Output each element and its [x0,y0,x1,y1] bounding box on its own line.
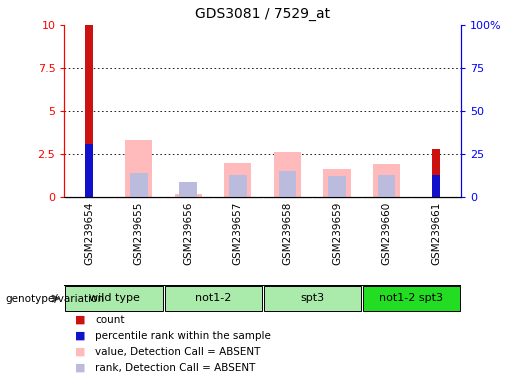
Text: ■: ■ [75,347,85,357]
Title: GDS3081 / 7529_at: GDS3081 / 7529_at [195,7,330,21]
Text: percentile rank within the sample: percentile rank within the sample [95,331,271,341]
Bar [229,175,247,197]
Text: wild type: wild type [89,293,140,303]
Bar [125,140,152,197]
Text: count: count [95,314,125,325]
Text: GSM239660: GSM239660 [382,201,391,265]
Bar [175,194,202,197]
Bar [224,162,251,197]
Bar [274,152,301,197]
Text: not1-2 spt3: not1-2 spt3 [380,293,443,303]
Text: value, Detection Call = ABSENT: value, Detection Call = ABSENT [95,347,261,357]
Text: GSM239655: GSM239655 [134,201,144,265]
Bar [65,286,163,311]
Text: GSM239661: GSM239661 [431,201,441,265]
Text: GSM239657: GSM239657 [233,201,243,265]
Bar [264,286,361,311]
Bar [323,169,351,197]
Text: genotype/variation: genotype/variation [5,293,104,303]
Bar [328,176,346,197]
Text: ■: ■ [75,314,85,325]
Text: not1-2: not1-2 [195,293,231,303]
Bar [179,182,197,197]
Bar [363,286,460,311]
Text: ■: ■ [75,362,85,373]
Bar [85,25,93,197]
Text: rank, Detection Call = ABSENT: rank, Detection Call = ABSENT [95,362,255,373]
Text: ■: ■ [75,331,85,341]
Text: GSM239658: GSM239658 [282,201,293,265]
Text: GSM239654: GSM239654 [84,201,94,265]
Text: GSM239656: GSM239656 [183,201,193,265]
Bar [85,144,93,197]
Text: spt3: spt3 [300,293,324,303]
Bar [164,286,262,311]
Bar [130,173,148,197]
Bar [373,164,400,197]
Text: GSM239659: GSM239659 [332,201,342,265]
Bar [279,171,296,197]
Bar [433,175,440,197]
Bar [377,175,396,197]
Bar [433,149,440,197]
